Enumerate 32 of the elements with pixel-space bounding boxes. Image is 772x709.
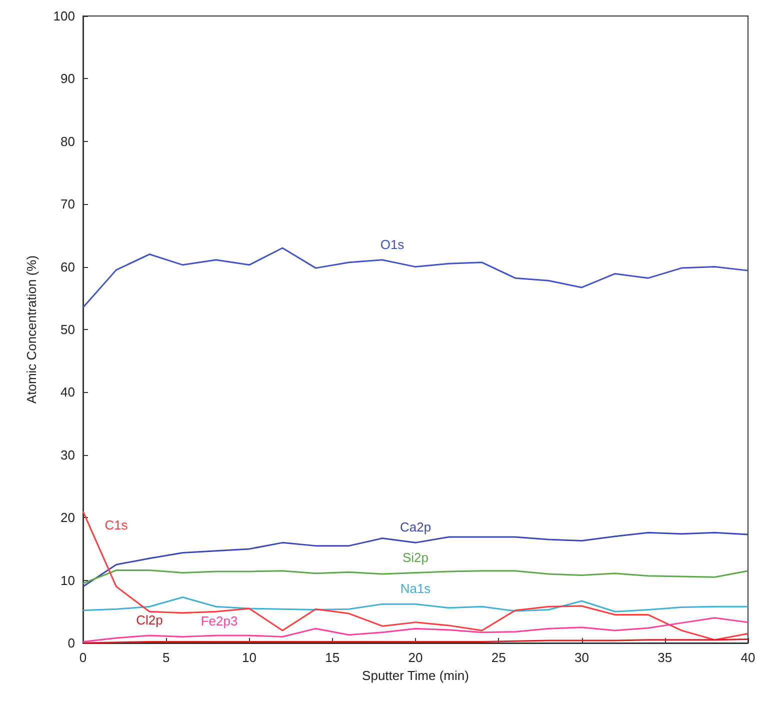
x-axis-title: Sputter Time (min) bbox=[362, 668, 469, 683]
y-tick-label: 70 bbox=[60, 196, 75, 212]
series-label: Cl2p bbox=[136, 612, 163, 628]
y-tick-label: 10 bbox=[60, 572, 75, 588]
y-tick-label: 20 bbox=[60, 510, 75, 526]
y-tick-label: 40 bbox=[60, 384, 75, 400]
series-label: Na1s bbox=[400, 581, 432, 596]
x-tick-label: 15 bbox=[325, 650, 340, 665]
x-tick-label: 40 bbox=[740, 650, 756, 665]
y-tick-label: 90 bbox=[60, 71, 75, 86]
x-tick-label: 10 bbox=[242, 650, 256, 665]
x-tick-label: 0 bbox=[79, 650, 87, 665]
series-label: Fe2p3 bbox=[200, 613, 238, 628]
line-series bbox=[82, 596, 749, 612]
x-tick-label: 20 bbox=[408, 650, 423, 665]
x-tick-label: 5 bbox=[162, 650, 170, 665]
line-series bbox=[82, 510, 749, 641]
y-tick-label: 30 bbox=[60, 447, 75, 462]
y-axis-title: Atomic Concentration (%) bbox=[24, 255, 39, 404]
y-tick-label: 60 bbox=[60, 259, 75, 274]
x-tick-label: 25 bbox=[491, 650, 506, 665]
line-series bbox=[82, 570, 749, 584]
series-label: Si2p bbox=[402, 550, 429, 565]
y-tick-label: 100 bbox=[53, 8, 75, 24]
x-tick-label: 30 bbox=[574, 650, 589, 665]
y-tick-label: 80 bbox=[60, 134, 75, 149]
y-tick-label: 0 bbox=[68, 636, 75, 650]
y-tick-label: 50 bbox=[60, 322, 75, 337]
x-tick-label: 35 bbox=[658, 650, 672, 665]
series-label: C1s bbox=[104, 518, 128, 533]
series-label: O1s bbox=[380, 236, 405, 252]
series-label: Ca2p bbox=[400, 520, 432, 535]
